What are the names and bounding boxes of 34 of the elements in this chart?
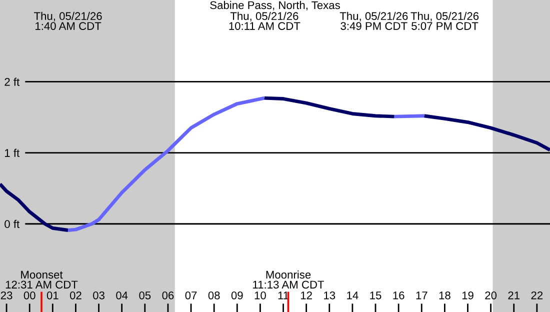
x-tick-label: 12 — [300, 291, 312, 300]
y-tick-label: 1 ft — [5, 148, 20, 157]
x-tick-label: 01 — [46, 291, 58, 300]
x-tick-label: 11 — [278, 292, 288, 300]
x-tick-label: 16 — [393, 291, 404, 300]
x-tick-label: 10 — [254, 291, 266, 300]
annotation: Thu, 05/21/26 10:11 AM CDT — [229, 12, 300, 30]
x-tick-label: 04 — [116, 291, 128, 300]
chart-title: Sabine Pass, North, Texas — [210, 0, 340, 10]
x-tick-label: 03 — [93, 291, 104, 300]
x-tick-label: 02 — [70, 291, 82, 300]
x-tick-label: 18 — [439, 291, 450, 300]
annotation: Thu, 05/21/26 5:07 PM CDT — [410, 12, 479, 30]
x-tick-label: 06 — [162, 291, 174, 300]
x-tick-label: 22 — [531, 291, 543, 300]
x-tick-label: 07 — [185, 291, 197, 300]
annotation: Thu, 05/21/26 1:40 AM CDT — [34, 12, 102, 30]
x-tick-label: 09 — [231, 291, 243, 300]
x-tick-label: 08 — [208, 291, 220, 300]
x-tick-label: 17 — [416, 292, 428, 300]
x-tick-label: 14 — [347, 292, 358, 300]
y-tick-label: 2 ft — [4, 78, 20, 86]
annotation: Thu, 05/21/26 3:49 PM CDT — [340, 12, 408, 30]
ref-line-label: Moonset 12:31 AM CDT — [6, 270, 78, 289]
x-tick-label: 13 — [324, 291, 336, 300]
x-tick-label: 19 — [462, 291, 474, 300]
x-tick-label: 05 — [139, 291, 151, 300]
x-tick-label: 00 — [24, 291, 36, 300]
x-tick-label: 23 — [0, 291, 12, 300]
x-tick-label: 15 — [370, 292, 382, 300]
y-tick-label: 0 ft — [4, 220, 20, 228]
x-tick-label: 20 — [485, 291, 497, 300]
x-tick-label: 21 — [508, 291, 520, 300]
ref-line-label: Moonrise 11:13 AM CDT — [253, 270, 324, 289]
